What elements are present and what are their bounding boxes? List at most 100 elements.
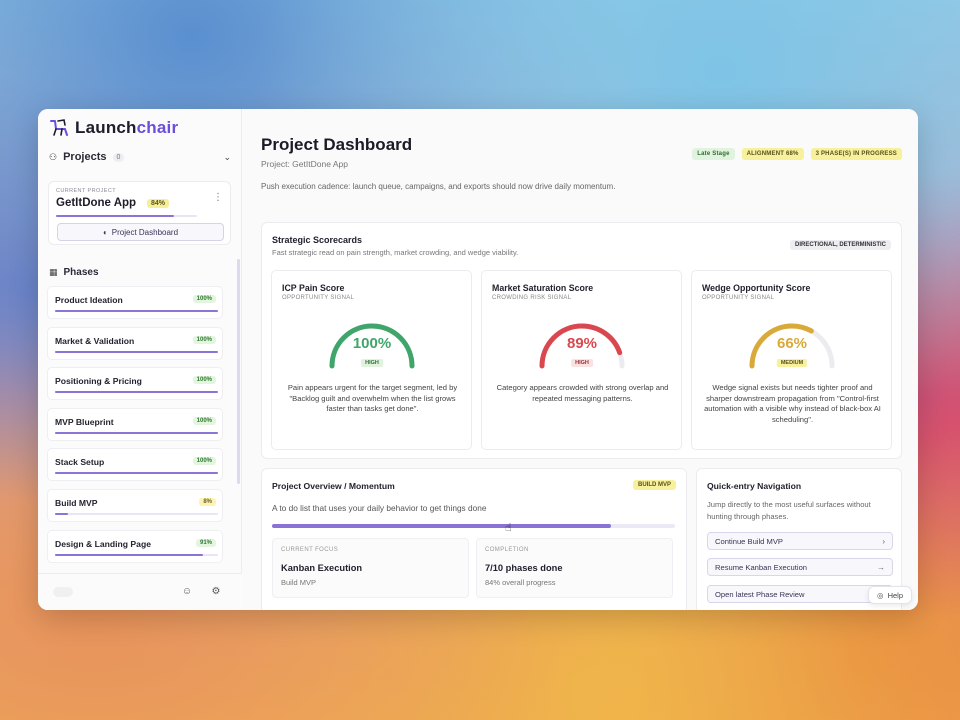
sidebar-phase-item[interactable]: Product Ideation 100%: [47, 286, 223, 319]
phase-progress-bar: [55, 431, 218, 434]
overview-description: A to do list that uses your daily behavi…: [272, 503, 487, 513]
gauge-fill: [749, 323, 835, 369]
quick-title: Quick-entry Navigation: [707, 481, 802, 491]
scorecards-title: Strategic Scorecards: [272, 235, 363, 245]
chair-logo-icon: [50, 119, 68, 136]
phases-header: ▦ Phases: [49, 267, 99, 278]
help-button[interactable]: ◎ Help: [868, 586, 912, 604]
score-card-subtitle: CROWDING RISK SIGNAL: [492, 295, 572, 301]
strategic-scorecards: Strategic Scorecards Fast strategic read…: [261, 222, 902, 459]
score-card-description: Pain appears urgent for the target segme…: [287, 383, 458, 413]
phase-label: Design & Landing Page: [55, 538, 151, 549]
current-project-pct: 84%: [147, 199, 170, 208]
settings-icon[interactable]: ⚙: [211, 586, 221, 597]
scorecards-subtitle: Fast strategic read on pain strength, ma…: [272, 248, 519, 257]
page-title: Project Dashboard: [261, 135, 413, 154]
open-phase-review-button[interactable]: Open latest Phase Review: [707, 585, 893, 603]
sidebar-phase-item[interactable]: Stack Setup 100%: [47, 448, 223, 482]
sidebar-phase-item[interactable]: Build MVP 8%: [47, 488, 223, 522]
overview-progress-bar: [272, 524, 675, 528]
sidebar: Launchchair ⚇ Projects 0 ⌄ CURRENT PROJE…: [38, 109, 242, 610]
sidebar-phase-item[interactable]: Positioning & Pricing 100%: [47, 367, 223, 401]
arrow-right-icon: →: [877, 562, 885, 572]
score-card-description: Wedge signal exists but needs tighter pr…: [704, 383, 881, 424]
dashboard-icon: ◐: [102, 227, 108, 237]
score-card-subtitle: OPPORTUNITY SIGNAL: [282, 295, 355, 301]
score-gauge: 89% HIGH: [537, 321, 627, 371]
page-note: Push execution cadence: launch queue, ca…: [261, 182, 616, 191]
score-card-title: Market Saturation Score: [492, 283, 594, 293]
smile-icon[interactable]: ☺: [181, 586, 193, 597]
folder-tree-icon: ⚇: [49, 151, 58, 162]
current-focus-card[interactable]: CURRENT FOCUS Kanban Execution Build MVP: [272, 538, 469, 598]
score-value: 89%: [566, 335, 598, 352]
phases-label: Phases: [63, 267, 99, 278]
resume-kanban-button[interactable]: Resume Kanban Execution →: [707, 558, 893, 576]
projects-label: Projects: [63, 151, 107, 163]
quick-description: Jump directly to the most useful surface…: [707, 500, 871, 521]
grid-icon: ▦: [49, 267, 58, 277]
continue-build-mvp-button[interactable]: Continue Build MVP ›: [707, 532, 893, 550]
sidebar-phase-item[interactable]: MVP Blueprint 100%: [47, 407, 223, 441]
project-dashboard-button[interactable]: ◐ Project Dashboard: [57, 223, 224, 241]
score-card-title: ICP Pain Score: [282, 283, 345, 293]
theme-toggle[interactable]: [53, 587, 73, 597]
project-overview: Project Overview / Momentum BUILD MVP A …: [261, 468, 687, 610]
phase-label: Product Ideation: [55, 295, 123, 305]
phase-progress-bar: [55, 391, 218, 394]
current-project-label: CURRENT PROJECT: [56, 188, 116, 194]
score-level-badge: MEDIUM: [776, 359, 808, 367]
gauge-arc: [749, 323, 835, 369]
score-card: ICP Pain Score OPPORTUNITY SIGNAL 100% HIGH…: [271, 270, 472, 450]
page-subtitle: Project: GetItDone App: [261, 159, 348, 169]
phase-badge: 100%: [192, 457, 216, 466]
phase-progress-bar: [55, 310, 218, 312]
score-card: Wedge Opportunity Score OPPORTUNITY SIGNA…: [691, 270, 892, 450]
more-vertical-icon[interactable]: ⋮: [213, 192, 223, 203]
mouse-pointer-icon: ☝: [505, 522, 512, 534]
logo-text: Launchchair: [75, 118, 179, 137]
phase-progress-bar: [55, 553, 218, 556]
main-content: Project Dashboard Project: GetItDone App…: [242, 109, 918, 610]
gauge-fill: [329, 323, 415, 369]
current-project-card[interactable]: CURRENT PROJECT GetItDone App 84% ⋮ ◐ Pr…: [48, 181, 231, 245]
stage-tag: Late Stage: [692, 148, 735, 160]
app-window: Launchchair ⚇ Projects 0 ⌄ CURRENT PROJE…: [38, 109, 918, 610]
logo[interactable]: Launchchair: [48, 118, 178, 138]
status-tags: Late Stage ALIGNMENT 68% 3 PHASE(S) IN P…: [692, 148, 902, 160]
projects-header[interactable]: ⚇ Projects 0 ⌄: [49, 151, 231, 163]
overview-badge: BUILD MVP: [633, 480, 676, 490]
overview-title: Project Overview / Momentum: [272, 481, 395, 491]
alignment-tag: ALIGNMENT 68%: [741, 148, 804, 160]
score-gauge: 66% MEDIUM: [747, 321, 837, 371]
phase-progress-bar: [55, 350, 218, 353]
phase-badge: 100%: [192, 335, 216, 344]
quick-entry-navigation: Quick-entry Navigation Jump directly to …: [696, 468, 902, 610]
score-card-description: Category appears crowded with strong ove…: [496, 383, 669, 403]
score-level-badge: HIGH: [571, 359, 593, 367]
sidebar-phase-item[interactable]: Market & Validation 100%: [47, 326, 223, 360]
sidebar-phase-item[interactable]: Design & Landing Page 91%: [47, 529, 223, 563]
phase-label: Build MVP: [55, 497, 98, 508]
phase-badge: 100%: [192, 416, 216, 425]
help-icon: ◎: [877, 590, 884, 600]
gauge-fill: [539, 323, 625, 369]
phase-label: Market & Validation: [55, 335, 135, 346]
phase-badge: 91%: [195, 538, 216, 547]
score-card-subtitle: OPPORTUNITY SIGNAL: [702, 295, 775, 301]
phase-badge: 100%: [192, 295, 216, 303]
projects-count: 0: [112, 152, 125, 162]
phase-label: Positioning & Pricing: [55, 376, 142, 387]
phases-progress-tag: 3 PHASE(S) IN PROGRESS: [810, 148, 902, 160]
phase-progress-bar: [55, 512, 218, 515]
phase-scrollbar[interactable]: [237, 259, 240, 484]
score-value: 100%: [352, 335, 392, 352]
phase-label: Stack Setup: [55, 457, 105, 468]
phase-list: Product Ideation 100% Market & Validation 1…: [47, 286, 231, 570]
phase-badge: 100%: [192, 376, 216, 385]
score-card-title: Wedge Opportunity Score: [702, 283, 811, 293]
chevron-down-icon[interactable]: ⌄: [223, 151, 231, 162]
current-project-name: GetItDone App: [56, 197, 137, 209]
phase-progress-bar: [55, 472, 218, 475]
score-level-badge: HIGH: [361, 359, 383, 367]
